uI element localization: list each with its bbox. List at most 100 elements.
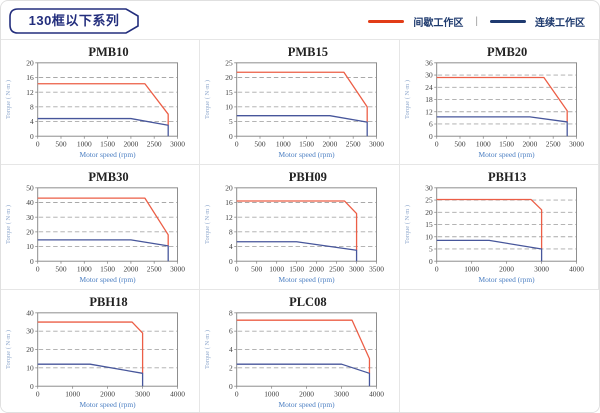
- x-tick-label: 2500: [147, 140, 162, 149]
- intermittent-line-swatch: [368, 19, 405, 23]
- y-tick-label: 0: [30, 257, 34, 266]
- intermittent-zone-curve: [436, 76, 568, 122]
- y-tick-label: 0: [429, 132, 433, 141]
- x-tick-label: 3500: [369, 265, 384, 274]
- x-tick-label: 2000: [499, 265, 514, 274]
- y-axis-label: Torque ( N·m ): [5, 205, 12, 244]
- page-title: 130框以下系列: [28, 13, 120, 28]
- y-tick-label: 20: [26, 345, 34, 354]
- y-tick-label: 15: [226, 88, 234, 97]
- chart-cell-pmb20: PMB20 0 500 1000 1500 2000 2500 3000 0 6 12 18 24 30…: [399, 40, 599, 165]
- y-axis-label: Torque ( N·m ): [204, 205, 211, 244]
- y-tick-label: 15: [425, 220, 433, 229]
- intermittent-label: 间歇工作区: [413, 17, 464, 29]
- x-tick-label: 1500: [100, 140, 115, 149]
- x-tick-label: 500: [55, 140, 66, 149]
- chart-title: PMB20: [487, 45, 528, 59]
- x-tick-label: 3000: [170, 140, 185, 149]
- continuous-zone-curve: [237, 241, 358, 262]
- empty-cell: [399, 290, 599, 412]
- y-tick-label: 6: [229, 327, 233, 336]
- chart-title: PBH09: [288, 170, 327, 184]
- x-tick-label: 500: [251, 265, 262, 274]
- continuous-zone-curve: [436, 239, 542, 262]
- y-tick-label: 8: [30, 102, 34, 111]
- y-tick-label: 0: [229, 257, 233, 266]
- intermittent-zone-curve: [237, 319, 371, 374]
- y-tick-label: 5: [429, 245, 433, 254]
- x-tick-label: 3000: [569, 140, 584, 149]
- continuous-zone-curve: [37, 239, 169, 262]
- y-tick-label: 8: [229, 308, 233, 317]
- x-tick-label: 3000: [334, 390, 349, 399]
- chart-grid: PMB10 0 500 1000 1500 2000 2500 3000 0 4 8 12 16 20 M…: [1, 39, 599, 412]
- x-tick-label: 4000: [569, 265, 584, 274]
- chart-cell-pmb30: PMB30 0 500 1000 1500 2000 2500 3000 0 10 20 30 40 5…: [1, 165, 201, 290]
- intermittent-zone-curve: [37, 321, 144, 374]
- intermittent-zone-curve: [436, 198, 542, 250]
- x-tick-label: 3000: [349, 265, 364, 274]
- y-tick-label: 0: [229, 132, 233, 141]
- x-axis-label: Motor speed (rpm): [478, 275, 535, 284]
- y-tick-label: 10: [226, 102, 234, 111]
- y-tick-label: 25: [226, 58, 234, 67]
- chart-cell-pbh18: PBH18 0 1000 2000 3000 4000 0 10 20 30 40 Motor sp…: [1, 290, 201, 412]
- y-tick-label: 40: [26, 308, 34, 317]
- x-tick-label: 0: [235, 390, 239, 399]
- y-tick-label: 6: [429, 120, 433, 129]
- continuous-zone-curve: [237, 115, 369, 137]
- chart-title: PMB30: [88, 170, 129, 184]
- x-tick-label: 0: [36, 265, 40, 274]
- chart-cell-plc08: PLC08 0 1000 2000 3000 4000 0 2 4 6 8 Motor speed …: [200, 290, 400, 412]
- y-tick-label: 25: [425, 196, 433, 205]
- x-axis-label: Motor speed (rpm): [80, 150, 137, 159]
- y-tick-label: 30: [425, 183, 433, 192]
- x-tick-label: 2500: [147, 265, 162, 274]
- x-tick-label: 4000: [170, 390, 185, 399]
- chart-cell-pbh09: PBH09 0 500 1000 1500 2000 2500 3000 3500 0 4 8 12 1…: [200, 165, 400, 290]
- y-tick-label: 20: [425, 208, 433, 217]
- x-tick-label: 1000: [265, 390, 280, 399]
- plot-border: [37, 187, 179, 262]
- intermittent-zone-curve: [237, 200, 358, 251]
- y-tick-label: 20: [26, 58, 34, 67]
- y-tick-label: 20: [226, 73, 234, 82]
- y-tick-label: 20: [26, 227, 34, 236]
- x-axis-label: Motor speed (rpm): [80, 275, 137, 284]
- x-tick-label: 1500: [100, 265, 115, 274]
- y-tick-label: 16: [26, 73, 34, 82]
- y-axis-label: Torque ( N·m ): [404, 205, 411, 244]
- y-axis-label: Torque ( N·m ): [204, 80, 211, 119]
- y-tick-label: 8: [229, 227, 233, 236]
- y-tick-label: 0: [229, 382, 233, 391]
- x-tick-label: 1000: [464, 265, 479, 274]
- continuous-label: 连续工作区: [535, 17, 585, 29]
- x-tick-label: 1000: [476, 140, 491, 149]
- x-tick-label: 4000: [369, 390, 384, 399]
- chart-plot-pbh09: 0 500 1000 1500 2000 2500 3000 3500 0 4 8 12 16 20 Mot…: [204, 183, 384, 284]
- x-axis-label: Motor speed (rpm): [279, 400, 336, 409]
- x-tick-label: 1500: [300, 140, 315, 149]
- x-tick-label: 0: [434, 265, 438, 274]
- x-axis-label: Motor speed (rpm): [80, 400, 137, 409]
- x-tick-label: 2500: [329, 265, 344, 274]
- y-axis-label: Torque ( N·m ): [204, 330, 211, 369]
- y-tick-label: 10: [26, 242, 34, 251]
- x-tick-label: 3000: [534, 265, 549, 274]
- x-tick-label: 1000: [77, 140, 92, 149]
- x-axis-label: Motor speed (rpm): [478, 150, 535, 159]
- x-tick-label: 0: [434, 140, 438, 149]
- chart-plot-plc08: 0 1000 2000 3000 4000 0 2 4 6 8 Motor speed (rpm) T…: [204, 308, 384, 409]
- continuous-zone-curve: [237, 363, 371, 387]
- y-tick-label: 2: [229, 363, 233, 372]
- x-tick-label: 3000: [369, 140, 384, 149]
- x-tick-label: 500: [454, 140, 465, 149]
- page-header: 130框以下系列 间歇工作区 | 连续工作区: [1, 1, 599, 39]
- y-tick-label: 18: [425, 95, 433, 104]
- x-tick-label: 0: [235, 140, 239, 149]
- y-tick-label: 20: [226, 183, 234, 192]
- y-tick-label: 30: [26, 213, 34, 222]
- legend-separator: |: [475, 15, 478, 27]
- y-tick-label: 10: [26, 363, 34, 372]
